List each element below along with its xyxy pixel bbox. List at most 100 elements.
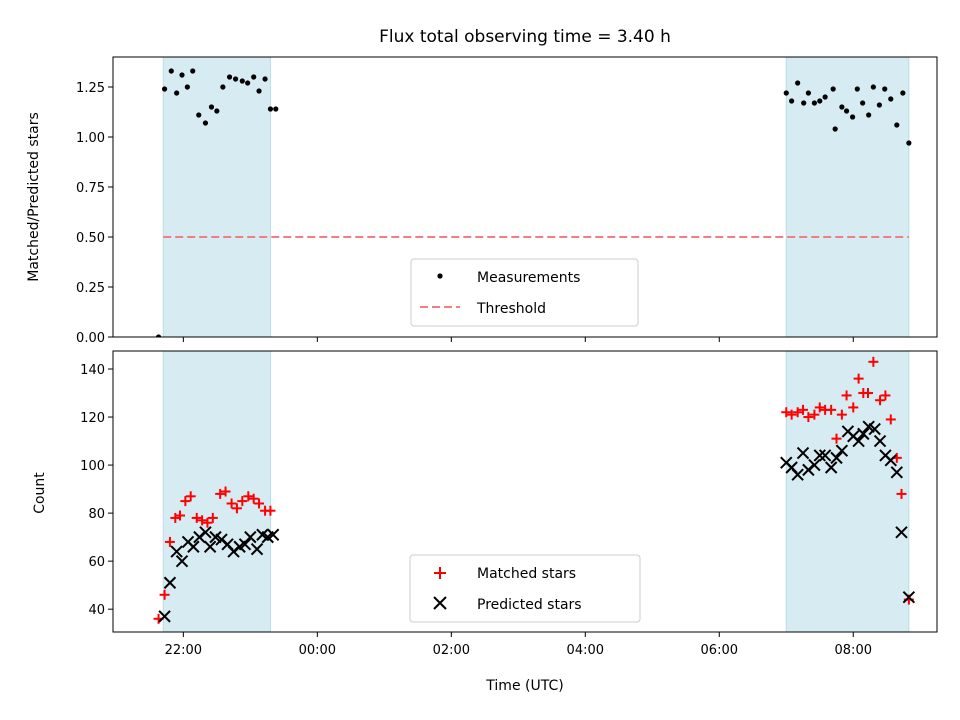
predicted-star-point (857, 427, 870, 441)
measurement-point (811, 100, 818, 106)
matched-star-point (164, 536, 175, 547)
predicted-star-point (244, 530, 257, 544)
ratio-y-tick-label: 0.75 (76, 181, 105, 196)
legend-threshold-label: Threshold (476, 301, 546, 317)
matched-star-point (243, 491, 254, 502)
measurement-point (843, 108, 850, 114)
predicted-star-d2 (835, 444, 849, 457)
bottom-legend: Matched stars Predicted stars (409, 554, 641, 623)
predicted-star-d2 (244, 530, 257, 544)
measurement-point (190, 68, 196, 74)
legend-measurements-label: Measurements (477, 270, 580, 286)
predicted-star-d2 (830, 451, 843, 465)
predicted-star-d2 (857, 427, 870, 441)
ratio-y-tick-label: 1.25 (76, 81, 105, 96)
matched-star-point (853, 373, 864, 384)
matched-star-point (254, 498, 265, 509)
measurement-point (202, 120, 209, 126)
matched-star-point (814, 402, 825, 413)
measurement-point (839, 104, 845, 110)
ratio-y-tick-label: 0.00 (76, 331, 105, 346)
predicted-star-d2 (209, 530, 222, 544)
x-axis-label: Time (UTC) (485, 678, 563, 694)
predicted-star-point (895, 526, 908, 539)
measurement-point (854, 86, 860, 92)
predicted-star-point (835, 444, 849, 457)
top-x-ticks (182, 337, 854, 342)
measurement-point (161, 86, 168, 92)
predicted-star-point (813, 449, 826, 462)
measurement-point (801, 100, 807, 106)
predicted-star-d2 (170, 545, 183, 558)
matched-star-point (798, 404, 809, 415)
predicted-star-d2 (818, 449, 832, 462)
measurement-point (184, 84, 190, 90)
predicted-star-d2 (203, 540, 217, 553)
matched-star-point (848, 402, 859, 413)
measurement-point (870, 84, 876, 90)
matched-star-point (841, 390, 852, 401)
measurement-point (267, 106, 274, 112)
predicted-star-point (796, 446, 810, 460)
matched-star-point (180, 496, 191, 507)
matched-star-point (880, 390, 891, 401)
measurement-point (239, 78, 245, 84)
legend-matched-label: Matched stars (477, 566, 576, 582)
matched-star-point (803, 412, 814, 423)
x-tick-label: 04:00 (567, 643, 604, 658)
matched-star-point (862, 388, 873, 399)
bottom-y-axis: 40 60 80 100 120 140 (80, 363, 113, 618)
predicted-star-point (873, 434, 887, 448)
predicted-star-d2 (873, 434, 887, 448)
measurement-point (196, 112, 202, 118)
ratio-y-tick-label: 0.25 (76, 281, 105, 296)
count-y-tick-label: 100 (80, 459, 105, 474)
measurement-point (876, 102, 882, 108)
measurement-point (155, 334, 162, 337)
matched-star-point (202, 517, 213, 528)
count-panel: 40 60 80 100 120 140 22:00 00:00 02:00 04:00 06:0… (32, 350, 938, 694)
predicted-star-point (199, 526, 212, 539)
ratio-y-axis-label: Matched/Predicted stars (26, 112, 42, 282)
measurement-point (273, 106, 279, 112)
matched-star-point (215, 488, 226, 499)
matched-star-point (248, 493, 259, 504)
predicted-star-d2 (175, 554, 189, 568)
measurement-point (817, 98, 823, 104)
count-y-tick-label: 140 (80, 363, 105, 378)
measurement-point (866, 112, 872, 118)
matched-star-point (159, 589, 170, 600)
predicted-star-point (884, 454, 897, 467)
predicted-star-point (163, 576, 177, 589)
ratio-panel: 0.00 0.25 0.50 0.75 1.00 1.25 Matched/Predict… (26, 56, 938, 346)
predicted-star-d2 (266, 528, 280, 541)
matched-star-point (831, 433, 842, 444)
predicted-star-point (203, 540, 217, 553)
predicted-star-d2 (250, 542, 264, 556)
predicted-star-point (266, 528, 280, 541)
matched-star-point (174, 510, 185, 521)
measurement-point (906, 140, 912, 146)
matched-star-point (781, 407, 792, 418)
measurement-point (783, 90, 789, 96)
matched-star-point (191, 512, 202, 523)
predicted-star-d2 (868, 422, 881, 436)
matched-star-point (836, 409, 847, 420)
measurement-point (805, 90, 811, 96)
predicted-star-d2 (256, 528, 269, 541)
predicted-star-d2 (902, 590, 916, 604)
chart-title: Flux total observing time = 3.40 h (379, 27, 671, 47)
measurement-point (245, 80, 251, 86)
count-y-tick-label: 120 (80, 411, 105, 426)
measurement-point (232, 76, 239, 82)
predicted-star-point (187, 540, 200, 553)
predicted-star-d2 (785, 461, 798, 474)
count-y-axis-label: Count (32, 472, 48, 514)
matched-star-point (875, 395, 886, 406)
measurement-point (795, 80, 801, 86)
matched-star-point (231, 503, 242, 514)
predicted-star-point (238, 538, 252, 551)
matched-star-point (207, 512, 218, 523)
predicted-star-d2 (199, 526, 212, 539)
